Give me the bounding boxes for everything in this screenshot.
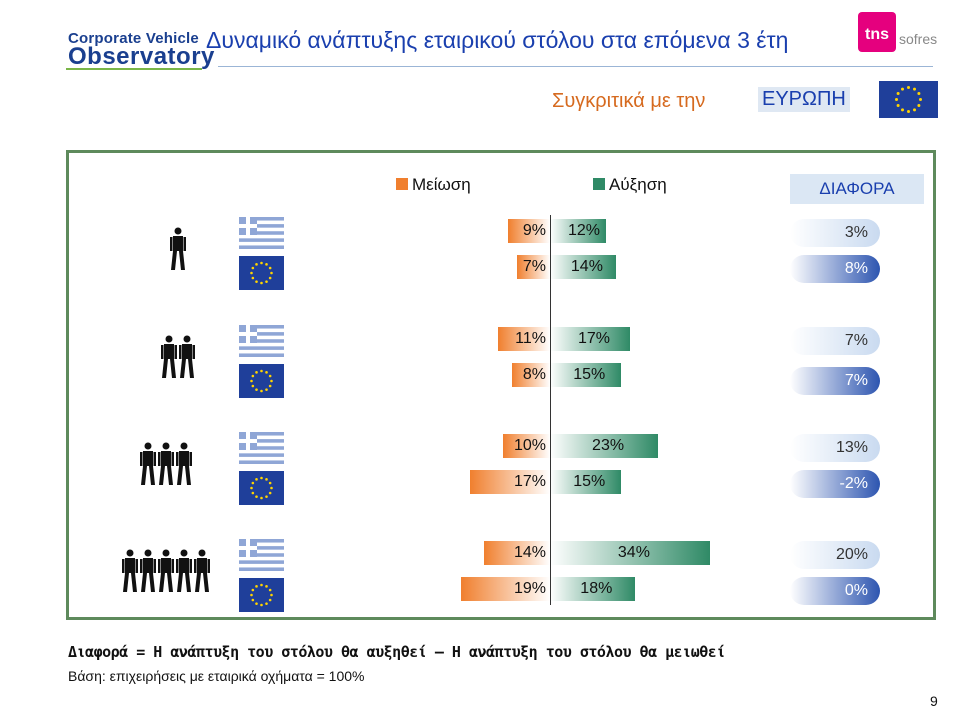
- legend-label-increase: Αύξηση: [609, 175, 667, 194]
- bar-label-decrease: 19%: [513, 580, 546, 597]
- eu-flag-icon: [239, 256, 284, 290]
- logo-text-top: Corporate Vehicle: [68, 30, 199, 47]
- bar-label-increase: 18%: [580, 580, 613, 597]
- bar-label-increase: 15%: [573, 366, 606, 383]
- bar-label-decrease: 11%: [515, 330, 546, 347]
- people-group-icon: [122, 549, 210, 592]
- eu-flag-icon: [239, 364, 284, 398]
- bar-increase: [550, 219, 607, 243]
- logo-text-bottom: Observatory: [68, 43, 215, 70]
- title-divider: [218, 66, 933, 67]
- bar-label-decrease: 9%: [522, 222, 546, 239]
- sofres-logo-text: sofres: [899, 31, 938, 47]
- greece-flag-icon: [239, 325, 284, 357]
- page-title: Δυναμικό ανάπτυξης εταιρικού στόλου στα …: [206, 27, 789, 53]
- bar-label-increase: 17%: [577, 330, 610, 347]
- difference-pill: 13%: [790, 434, 880, 462]
- zero-axis: [550, 215, 551, 605]
- greece-flag-icon: [239, 539, 284, 571]
- bar-decrease: [503, 434, 550, 458]
- bar-increase: [550, 470, 621, 494]
- bar-label-decrease: 17%: [513, 473, 546, 490]
- legend-swatch-increase: [593, 178, 605, 190]
- bar-decrease: [512, 363, 550, 387]
- difference-pill: 0%: [790, 577, 880, 605]
- difference-pill: 7%: [790, 327, 880, 355]
- bar-increase: [550, 541, 710, 565]
- footer-base: Βάση: επιχειρήσεις με εταιρικά οχήματα =…: [68, 668, 365, 684]
- greece-flag-icon: [239, 432, 284, 464]
- bar-decrease: [507, 219, 550, 243]
- difference-pill: -2%: [790, 470, 880, 498]
- people-group-icon: [161, 335, 195, 378]
- legend-swatch-decrease: [396, 178, 408, 190]
- bar-decrease: [460, 577, 550, 601]
- eu-flag-icon: [239, 578, 284, 612]
- bar-decrease: [517, 255, 550, 279]
- bar-increase: [550, 363, 621, 387]
- bar-label-decrease: 7%: [522, 258, 546, 275]
- greece-flag-icon: [239, 217, 284, 249]
- difference-pill: 7%: [790, 367, 880, 395]
- bar-decrease: [470, 470, 550, 494]
- people-group-icon: [140, 442, 192, 485]
- difference-pill: 8%: [790, 255, 880, 283]
- bar-decrease: [498, 327, 550, 351]
- subtitle: Συγκριτικά με την: [552, 90, 706, 112]
- tns-logo: tns: [858, 12, 896, 52]
- subtitle-europe: ΕΥΡΩΠΗ: [758, 87, 850, 112]
- bar-label-decrease: 10%: [513, 437, 546, 454]
- legend-label-decrease: Μείωση: [412, 175, 471, 194]
- difference-header: ΔΙΑΦΟΡΑ: [790, 174, 924, 204]
- bar-label-increase: 34%: [617, 544, 650, 561]
- logo-underline: [66, 68, 202, 70]
- bar-increase: [550, 255, 616, 279]
- bar-increase: [550, 577, 635, 601]
- bar-label-increase: 12%: [568, 222, 601, 239]
- bar-decrease: [484, 541, 550, 565]
- bar-label-increase: 14%: [570, 258, 603, 275]
- bar-increase: [550, 434, 659, 458]
- bar-label-increase: 15%: [573, 473, 606, 490]
- bar-label-decrease: 8%: [522, 366, 546, 383]
- bar-label-increase: 23%: [592, 437, 625, 454]
- difference-pill: 20%: [790, 541, 880, 569]
- bar-increase: [550, 327, 630, 351]
- page-number: 9: [930, 693, 938, 709]
- people-group-icon: [170, 227, 186, 270]
- bar-label-decrease: 14%: [513, 544, 546, 561]
- footer-note: Διαφορά = Η ανάπτυξη του στόλου θα αυξηθ…: [68, 643, 725, 661]
- eu-flag-icon: [239, 471, 284, 505]
- eu-flag-icon: [879, 81, 938, 118]
- difference-pill: 3%: [790, 219, 880, 247]
